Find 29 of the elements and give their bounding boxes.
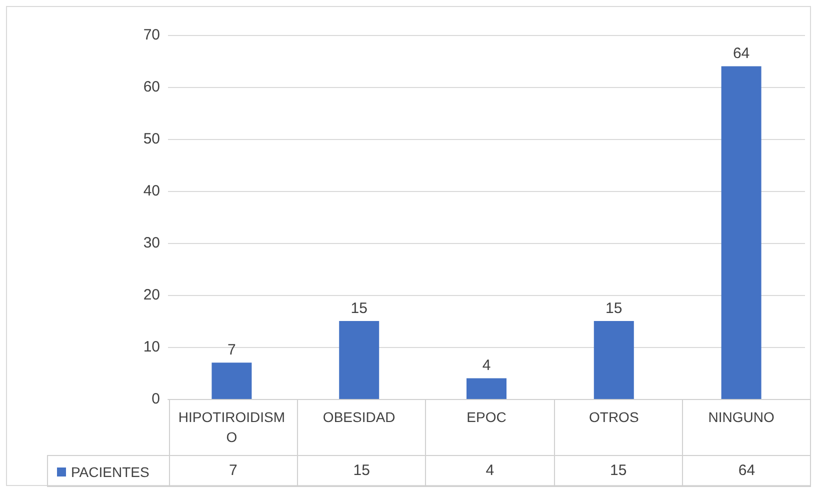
data-label: 7 [169, 455, 298, 486]
y-tick-label: 0 [152, 390, 160, 408]
data-label: 15 [297, 455, 426, 486]
data-label: 64 [682, 455, 811, 486]
y-tick-label: 50 [143, 130, 160, 148]
bar [212, 362, 252, 399]
y-tick-label: 70 [143, 26, 160, 44]
text: 15 [606, 300, 622, 317]
x-tick-label: NINGUNO [708, 409, 774, 425]
x-tick-label: OBESIDAD [322, 409, 396, 425]
bar [721, 66, 762, 399]
bar [594, 321, 634, 399]
y-tick-label: 40 [143, 182, 160, 200]
data-label: 4 [426, 455, 554, 486]
text: 4 [482, 357, 491, 374]
data-label: 15 [554, 455, 683, 486]
y-tick-label: 30 [143, 234, 160, 252]
y-tick-label: 60 [143, 78, 160, 96]
text: 64 [732, 45, 750, 62]
y-tick-label: 20 [143, 286, 160, 304]
x-tick-label: OTROS [589, 409, 639, 425]
bar [339, 321, 380, 399]
x-tick-label: EPOC [466, 409, 506, 425]
y-tick-label: 10 [143, 338, 160, 356]
legend-label: PACIENTES [71, 464, 150, 480]
text: 15 [350, 300, 368, 317]
x-tick-label: HIPOTIROIDISMO [178, 409, 285, 445]
bar [466, 378, 506, 399]
text: 7 [228, 342, 236, 359]
